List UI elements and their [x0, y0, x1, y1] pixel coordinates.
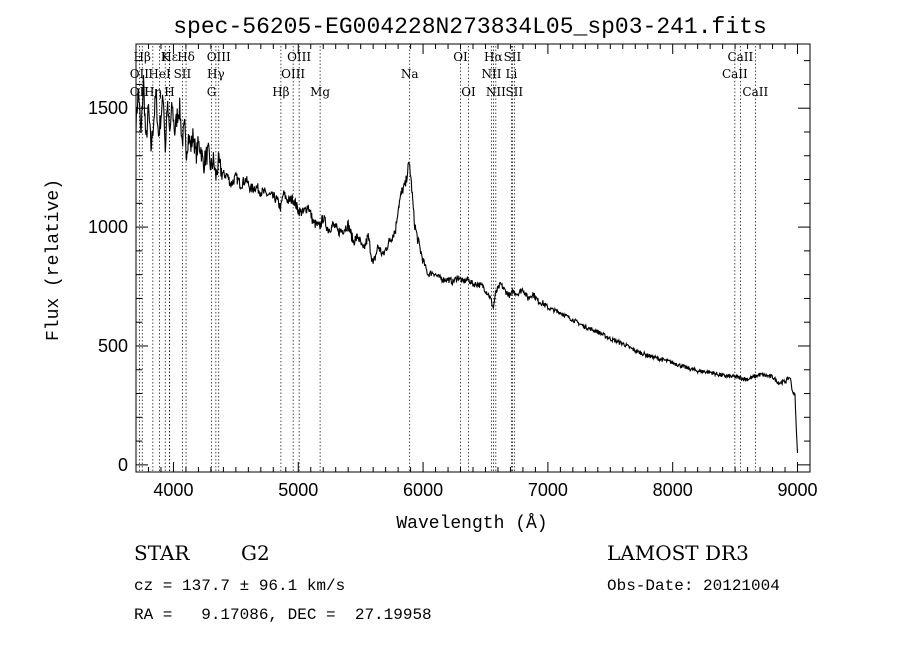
y-tick-label: 1500 [88, 98, 128, 118]
line-label: SII [174, 67, 192, 81]
x-tick-label: 6000 [403, 480, 443, 500]
line-label: Na [401, 67, 419, 81]
line-label: H [164, 85, 174, 99]
y-axis-ticks: 0 500 1000 1500 [88, 60, 810, 475]
line-label: NII [486, 85, 506, 99]
line-label: Hδ [177, 50, 195, 64]
redshift-cz: cz = 137.7 ± 96.1 km/s [134, 577, 345, 595]
line-label: OIII [207, 50, 231, 64]
line-label: OIII [287, 50, 311, 64]
line-label: Hα [484, 50, 503, 64]
line-label: Mg [310, 85, 330, 99]
y-axis-label: Flux (relative) [44, 179, 64, 341]
x-tick-label: 4000 [153, 480, 193, 500]
x-tick-label: 9000 [777, 480, 817, 500]
line-label: OI [453, 50, 468, 64]
line-label: CaII [722, 67, 748, 81]
spectrum-series-line [135, 75, 799, 454]
line-label: CaII [727, 50, 753, 64]
survey-name: LAMOST DR3 [607, 541, 749, 565]
spectral-line-markers [139, 46, 756, 472]
line-label: SII [505, 85, 523, 99]
line-label: Li [506, 67, 518, 81]
object-class: STAR [134, 541, 190, 565]
y-tick-label: 500 [98, 336, 128, 356]
x-tick-label: 7000 [528, 480, 568, 500]
sky-coordinates: RA = 9.17086, DEC = 27.19958 [134, 606, 432, 624]
line-label: Hβ [272, 85, 289, 99]
line-label: Hη [144, 85, 162, 99]
y-tick-label: 0 [118, 455, 128, 475]
x-axis-ticks: 4000 5000 6000 7000 8000 9000 [135, 44, 818, 500]
y-tick-label: 1000 [88, 217, 128, 237]
line-label: OI [461, 85, 476, 99]
line-label: Hγ [207, 67, 225, 81]
object-subclass: G2 [241, 541, 270, 565]
line-label: NII [481, 67, 501, 81]
chart-title: spec-56205-EG004228N273834L05_sp03-241.f… [173, 14, 767, 40]
observation-date: Obs-Date: 20121004 [607, 577, 780, 595]
x-tick-label: 8000 [653, 480, 693, 500]
x-axis-label: Wavelength (Å) [396, 513, 547, 534]
line-label: HeI [148, 67, 171, 81]
line-label: G [207, 85, 217, 99]
line-label: CaII [742, 85, 768, 99]
plot-frame [135, 43, 811, 473]
line-label: OII [130, 67, 150, 81]
line-label: SII [504, 50, 522, 64]
line-label: OIII [281, 67, 305, 81]
line-label: K [161, 50, 171, 64]
x-tick-label: 5000 [278, 480, 318, 500]
